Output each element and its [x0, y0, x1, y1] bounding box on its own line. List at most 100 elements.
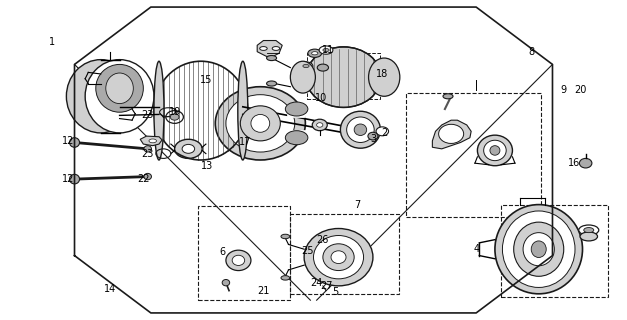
Ellipse shape	[523, 233, 554, 266]
Text: 7: 7	[354, 200, 361, 210]
Text: 24: 24	[310, 278, 322, 288]
Ellipse shape	[285, 131, 308, 145]
Ellipse shape	[483, 140, 506, 161]
Ellipse shape	[331, 251, 346, 264]
Text: 23: 23	[141, 148, 153, 159]
Text: 6: 6	[219, 247, 226, 257]
Text: 12: 12	[62, 174, 75, 184]
Ellipse shape	[281, 234, 290, 239]
Ellipse shape	[580, 232, 598, 241]
Ellipse shape	[238, 61, 248, 160]
Text: 25: 25	[301, 246, 314, 256]
Ellipse shape	[96, 64, 144, 112]
Ellipse shape	[579, 158, 592, 168]
Text: 15: 15	[200, 75, 212, 85]
Polygon shape	[287, 130, 305, 142]
Polygon shape	[75, 7, 552, 313]
Ellipse shape	[319, 46, 333, 54]
Text: 11: 11	[322, 45, 334, 55]
Text: 17: 17	[238, 138, 251, 148]
Text: 18: 18	[376, 69, 389, 79]
Ellipse shape	[222, 279, 229, 286]
Ellipse shape	[323, 244, 354, 270]
Ellipse shape	[154, 61, 164, 160]
Text: 19: 19	[169, 107, 181, 117]
Ellipse shape	[171, 114, 179, 120]
Bar	[501, 204, 608, 297]
Ellipse shape	[439, 124, 463, 143]
Bar	[290, 214, 399, 294]
Ellipse shape	[266, 55, 277, 60]
Ellipse shape	[477, 135, 512, 166]
Ellipse shape	[495, 204, 582, 294]
Ellipse shape	[490, 146, 500, 155]
Polygon shape	[140, 136, 162, 146]
Ellipse shape	[272, 47, 280, 50]
Ellipse shape	[174, 139, 202, 158]
Ellipse shape	[70, 138, 80, 147]
Ellipse shape	[232, 255, 245, 266]
Ellipse shape	[312, 52, 318, 55]
Ellipse shape	[514, 222, 564, 276]
Text: 4: 4	[473, 244, 479, 254]
Ellipse shape	[281, 276, 290, 280]
Ellipse shape	[70, 174, 80, 184]
Ellipse shape	[312, 119, 327, 131]
Ellipse shape	[266, 81, 277, 86]
Ellipse shape	[299, 62, 313, 70]
Text: 1: 1	[49, 37, 55, 47]
Ellipse shape	[443, 94, 453, 99]
Text: 22: 22	[137, 174, 150, 184]
Text: 9: 9	[561, 85, 567, 95]
Ellipse shape	[226, 250, 251, 270]
Ellipse shape	[226, 95, 295, 152]
Ellipse shape	[66, 60, 135, 133]
Ellipse shape	[144, 173, 152, 180]
Ellipse shape	[531, 241, 546, 258]
Ellipse shape	[182, 144, 194, 153]
Text: 12: 12	[62, 136, 75, 146]
Bar	[406, 93, 540, 217]
Ellipse shape	[502, 211, 575, 287]
Text: 26: 26	[316, 235, 329, 245]
Text: 2: 2	[382, 128, 388, 138]
Text: 14: 14	[104, 284, 116, 294]
Ellipse shape	[317, 64, 329, 71]
Ellipse shape	[251, 115, 270, 132]
Ellipse shape	[368, 132, 378, 140]
Polygon shape	[433, 120, 471, 149]
Ellipse shape	[579, 225, 599, 235]
Ellipse shape	[584, 228, 594, 233]
Ellipse shape	[149, 139, 157, 143]
Ellipse shape	[240, 106, 280, 141]
Bar	[307, 53, 380, 100]
Ellipse shape	[323, 49, 329, 52]
Text: 8: 8	[528, 47, 534, 57]
Ellipse shape	[308, 49, 322, 57]
Ellipse shape	[106, 73, 134, 104]
Ellipse shape	[85, 60, 154, 133]
Ellipse shape	[347, 117, 374, 142]
Text: 5: 5	[332, 287, 339, 297]
Ellipse shape	[144, 146, 152, 152]
Text: 27: 27	[320, 281, 332, 291]
Ellipse shape	[285, 102, 308, 116]
Text: 21: 21	[257, 286, 270, 296]
Text: 20: 20	[574, 85, 586, 95]
Ellipse shape	[340, 111, 381, 148]
Ellipse shape	[304, 228, 373, 286]
Ellipse shape	[306, 47, 381, 108]
Text: 10: 10	[315, 93, 327, 103]
Polygon shape	[257, 41, 282, 56]
Polygon shape	[75, 7, 552, 313]
Text: 23: 23	[141, 110, 153, 120]
Polygon shape	[287, 104, 305, 117]
Text: 13: 13	[201, 161, 213, 172]
Ellipse shape	[215, 87, 305, 160]
Ellipse shape	[317, 123, 323, 127]
Ellipse shape	[369, 58, 400, 96]
Ellipse shape	[314, 236, 364, 279]
Ellipse shape	[290, 61, 315, 93]
Ellipse shape	[376, 127, 389, 136]
Bar	[198, 206, 290, 300]
